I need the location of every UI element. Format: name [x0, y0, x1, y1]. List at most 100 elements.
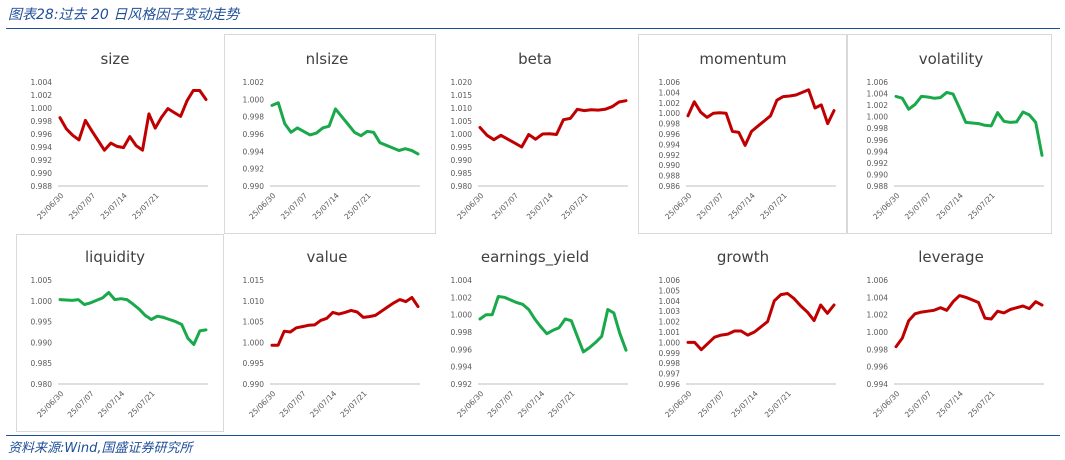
y-tick-label: 0.990: [31, 338, 53, 347]
y-tick-label: 0.980: [31, 380, 53, 389]
y-tick-label: 1.006: [867, 276, 889, 285]
y-tick-label: 0.998: [451, 328, 473, 337]
y-tick-label: 1.010: [243, 297, 265, 306]
chart-panel-value: value 0.990 0.995 1.000 1.005 1.010 1.015 25/06…: [222, 232, 422, 432]
y-tick-label: 0.999: [659, 349, 681, 358]
y-tick-label: 1.002: [867, 311, 889, 320]
x-tick-label: 25/06/30: [247, 191, 277, 221]
y-tick-label: 0.992: [31, 156, 53, 165]
series-line-leverage: [894, 294, 1044, 349]
series-line-growth: [686, 292, 836, 352]
y-tick-label: 1.015: [243, 276, 265, 285]
y-tick-label: 1.001: [659, 328, 681, 337]
y-tick-label: 0.997: [659, 370, 681, 379]
x-tick-label: 25/07/14: [525, 191, 555, 221]
y-tick-label: 0.980: [451, 182, 473, 191]
chart-liquidity: liquidity 0.980 0.985 0.990 0.995 1.000 1.005 2…: [31, 248, 208, 419]
x-tick-label: 25/06/30: [35, 191, 65, 221]
y-tick-label: 0.985: [451, 169, 473, 178]
series-line-momentum: [686, 88, 836, 147]
x-tick-label: 25/07/21: [966, 389, 996, 419]
y-tick-label: 1.006: [867, 78, 889, 87]
y-tick-label: 0.998: [243, 113, 265, 122]
y-tick-label: 0.995: [31, 318, 53, 327]
chart-growth: growth0.9960.9970.9980.9991.0001.0011.00…: [659, 248, 836, 419]
y-tick-label: 0.996: [243, 130, 265, 139]
source-note: 资料来源:Wind,国盛证券研究所: [8, 441, 193, 456]
y-tick-label: 0.990: [659, 161, 681, 170]
y-tick-label: 1.000: [243, 338, 265, 347]
x-tick-label: 25/07/14: [516, 389, 546, 419]
x-tick-label: 25/07/07: [696, 389, 726, 419]
y-tick-label: 1.006: [659, 276, 681, 285]
y-tick-label: 1.004: [31, 78, 53, 87]
chart-panel-size: size 0.988 0.990 0.992 0.994 0.996 0.998 1.000 1…: [10, 34, 210, 234]
chart-title: growth: [717, 248, 769, 266]
chart-earnings-yield: earnings_yield 0.992 0.994 0.996 0.998 1.000 1…: [451, 248, 628, 419]
x-tick-label: 25/07/21: [763, 389, 793, 419]
y-tick-label: 0.996: [867, 136, 889, 145]
y-tick-label: 1.000: [31, 104, 53, 113]
chart-volatility: volatility 0.988 0.990 0.992 0.994 0.996 0.998…: [867, 50, 1044, 221]
source-rule: [6, 435, 1060, 436]
chart-title: beta: [518, 50, 552, 68]
y-tick-label: 1.004: [659, 297, 681, 306]
y-tick-label: 1.002: [867, 101, 889, 110]
series-line-size: [58, 89, 208, 152]
x-tick-label: 25/06/30: [871, 191, 901, 221]
y-tick-label: 0.992: [659, 151, 681, 160]
x-tick-label: 25/07/07: [66, 389, 96, 419]
y-tick-label: 1.000: [31, 297, 53, 306]
y-tick-label: 1.005: [243, 318, 265, 327]
x-tick-label: 25/07/14: [935, 191, 965, 221]
x-tick-label: 25/07/07: [490, 191, 520, 221]
x-tick-label: 25/07/14: [308, 389, 338, 419]
y-tick-label: 0.994: [867, 147, 889, 156]
y-tick-label: 0.996: [659, 380, 681, 389]
y-tick-label: 0.990: [867, 170, 889, 179]
chart-size: size 0.988 0.990 0.992 0.994 0.996 0.998 1.000 1…: [31, 50, 208, 221]
chart-panel-beta: beta 0.980 0.985 0.990 0.995 1.000 1.005 1.010 1…: [430, 34, 630, 234]
chart-title: value: [307, 248, 348, 266]
y-tick-label: 0.988: [659, 172, 681, 181]
y-tick-label: 0.990: [31, 169, 53, 178]
x-tick-label: 25/07/07: [903, 389, 933, 419]
x-tick-label: 25/07/21: [342, 191, 372, 221]
y-tick-label: 0.994: [659, 140, 681, 149]
y-tick-label: 0.996: [31, 130, 53, 139]
title-rule: [6, 28, 1060, 29]
series-line-volatility: [894, 90, 1044, 157]
series-line-earnings-yield: [478, 295, 628, 354]
chart-title: liquidity: [85, 248, 145, 266]
series-line-value: [270, 296, 420, 347]
y-tick-label: 0.988: [31, 182, 53, 191]
chart-title: size: [100, 50, 129, 68]
y-tick-label: 0.998: [659, 120, 681, 129]
y-tick-label: 0.996: [451, 345, 473, 354]
y-tick-label: 1.000: [451, 311, 473, 320]
y-tick-label: 1.002: [659, 99, 681, 108]
y-tick-label: 1.003: [659, 307, 681, 316]
y-tick-label: 1.005: [31, 276, 53, 285]
chart-title: earnings_yield: [481, 248, 589, 267]
chart-value: value 0.990 0.995 1.000 1.005 1.010 1.015 25/06…: [243, 248, 420, 419]
y-tick-label: 1.002: [243, 78, 265, 87]
x-tick-label: 25/07/21: [560, 191, 590, 221]
y-tick-label: 0.994: [867, 380, 889, 389]
x-tick-label: 25/07/21: [758, 191, 788, 221]
x-tick-label: 25/07/07: [279, 191, 309, 221]
y-tick-label: 0.995: [451, 143, 473, 152]
y-tick-label: 1.000: [243, 95, 265, 104]
y-tick-label: 0.990: [451, 156, 473, 165]
y-tick-label: 1.000: [451, 130, 473, 139]
x-tick-label: 25/06/30: [871, 389, 901, 419]
series-line-liquidity: [58, 291, 208, 346]
y-tick-label: 1.006: [659, 78, 681, 87]
series-line-beta: [478, 99, 628, 149]
y-tick-label: 0.996: [867, 363, 889, 372]
chart-panel-earnings-yield: earnings_yield 0.992 0.994 0.996 0.998 1.000 1…: [430, 232, 630, 432]
x-tick-label: 25/07/07: [486, 389, 516, 419]
x-tick-label: 25/07/07: [67, 191, 97, 221]
y-tick-label: 1.000: [867, 328, 889, 337]
chart-panel-liquidity: liquidity 0.980 0.985 0.990 0.995 1.000 1.005 2…: [10, 232, 210, 432]
